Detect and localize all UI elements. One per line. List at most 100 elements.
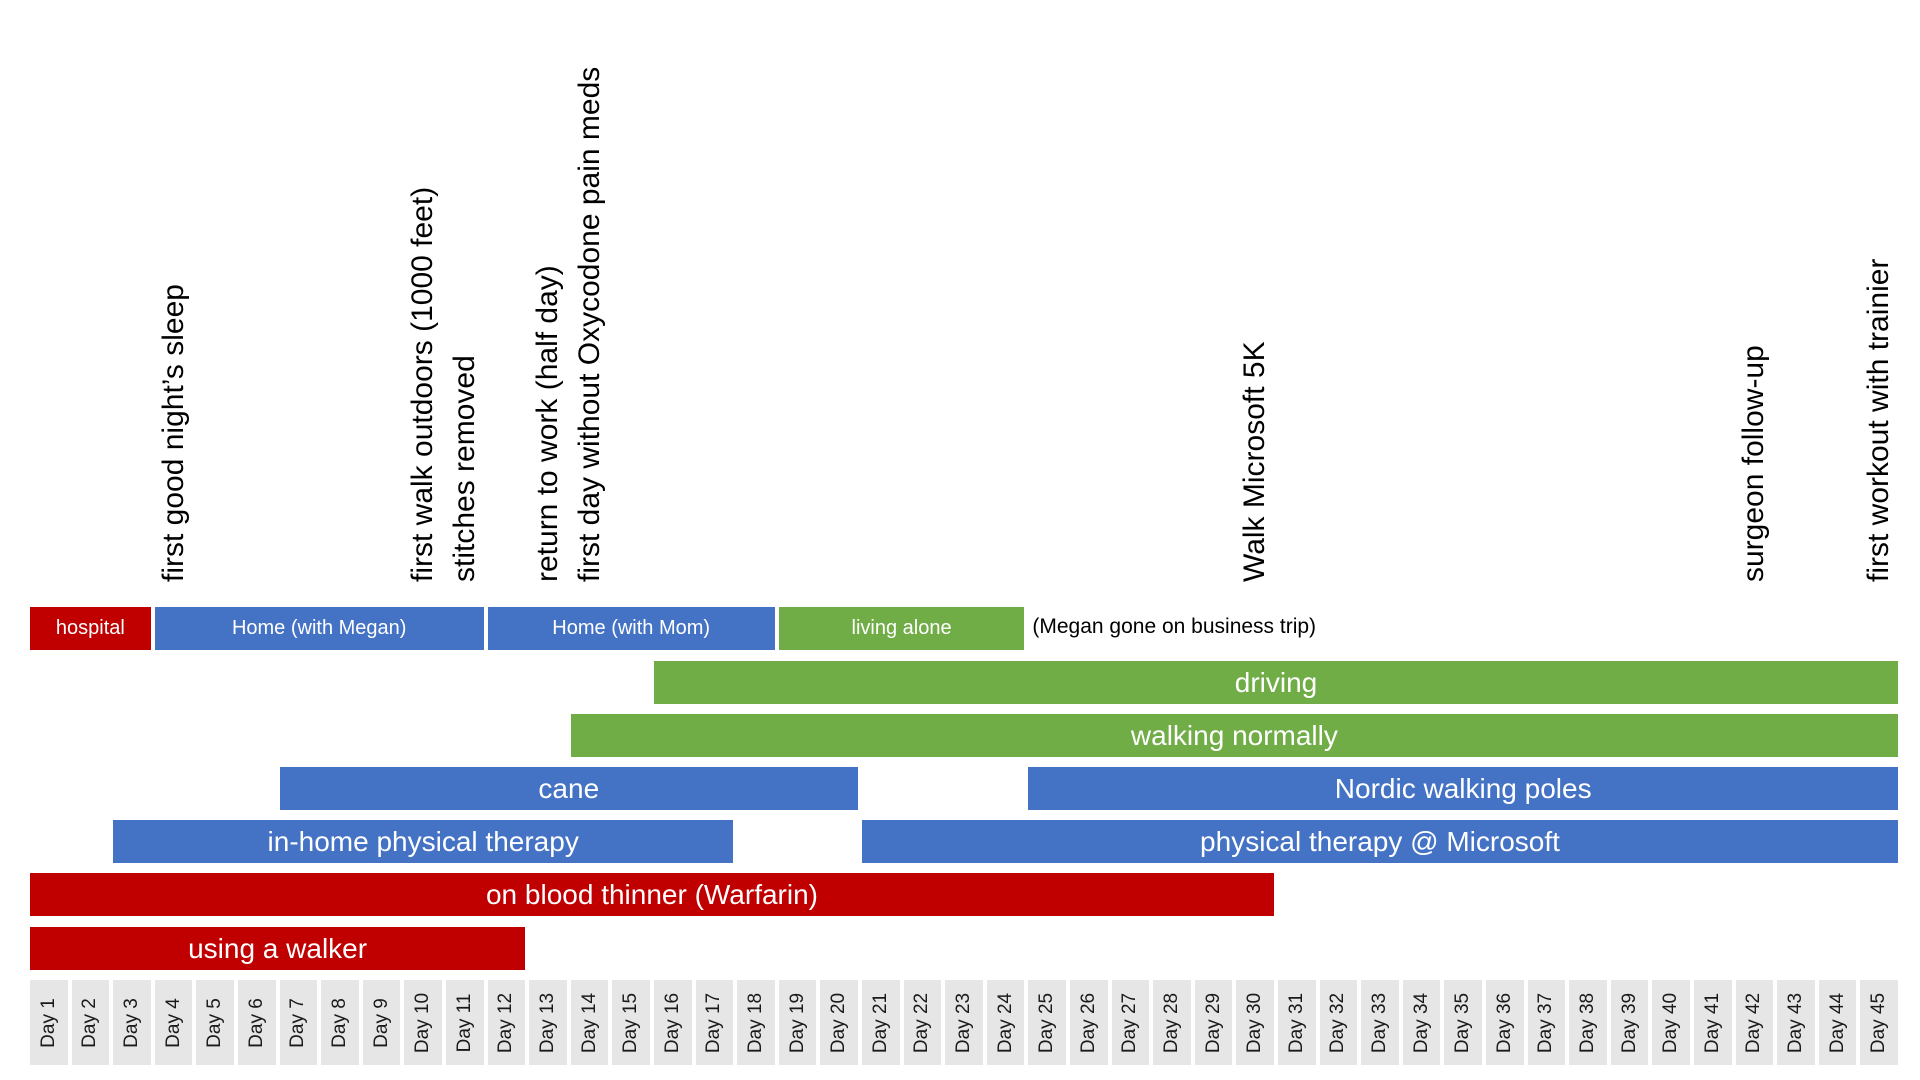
- in-home-physical-therapy-bar: in-home physical therapy: [113, 820, 734, 863]
- day-cell: Day 3: [113, 980, 151, 1065]
- day-cell: Day 22: [903, 980, 942, 1065]
- day-label: Day 35: [1452, 992, 1474, 1053]
- day-label: Day 43: [1784, 992, 1806, 1053]
- day-cell: Day 26: [1070, 980, 1108, 1065]
- day-cell: Day 27: [1111, 980, 1150, 1065]
- day-cell: Day 31: [1278, 980, 1316, 1065]
- day-label: Day 13: [536, 992, 558, 1053]
- day-label: Day 15: [620, 992, 642, 1053]
- milestone-label: surgeon follow-up: [1737, 345, 1771, 582]
- day-cell: Day 43: [1777, 980, 1815, 1065]
- cane-bar: cane: [279, 767, 858, 810]
- day-cell: Day 38: [1569, 980, 1607, 1065]
- day-label: Day 17: [703, 992, 725, 1053]
- milestone-label: first workout with trainier: [1862, 258, 1896, 582]
- day-label: Day 28: [1160, 992, 1182, 1053]
- day-label: Day 34: [1410, 992, 1432, 1053]
- day-cell: Day 32: [1319, 980, 1358, 1065]
- using-a-walker-bar: using a walker: [30, 927, 526, 970]
- day-cell: Day 35: [1444, 980, 1482, 1065]
- day-cell: Day 28: [1153, 980, 1191, 1065]
- day-label: Day 18: [744, 992, 766, 1053]
- day-cell: Day 40: [1652, 980, 1690, 1065]
- day-cell: Day 11: [446, 980, 484, 1065]
- home-with-mom-bar: Home (with Mom): [487, 607, 775, 650]
- day-cell: Day 12: [487, 980, 526, 1065]
- day-label: Day 5: [204, 997, 226, 1048]
- day-label: Day 8: [328, 997, 350, 1048]
- day-cell: Day 15: [612, 980, 650, 1065]
- day-cell: Day 33: [1361, 980, 1399, 1065]
- day-label: Day 22: [911, 992, 933, 1053]
- day-label: Day 40: [1660, 992, 1682, 1053]
- day-cell: Day 16: [654, 980, 692, 1065]
- day-cell: Day 14: [570, 980, 609, 1065]
- day-cell: Day 6: [238, 980, 276, 1065]
- day-label: Day 12: [495, 992, 517, 1053]
- day-cell: Day 9: [362, 980, 401, 1065]
- day-cell: Day 13: [529, 980, 567, 1065]
- day-label: Day 11: [453, 993, 475, 1052]
- day-cell: Day 36: [1486, 980, 1524, 1065]
- day-cell: Day 19: [778, 980, 817, 1065]
- day-label: Day 20: [828, 992, 850, 1053]
- day-cell: Day 24: [986, 980, 1025, 1065]
- day-label: Day 21: [869, 992, 891, 1053]
- day-label: Day 23: [952, 992, 974, 1053]
- living-note: (Megan gone on business trip): [1032, 615, 1317, 638]
- day-cell: Day 39: [1610, 980, 1649, 1065]
- day-label: Day 16: [661, 992, 683, 1053]
- day-label: Day 42: [1743, 992, 1765, 1053]
- day-label: Day 27: [1119, 992, 1141, 1053]
- day-cell: Day 2: [71, 980, 110, 1065]
- day-cell: Day 10: [404, 980, 442, 1065]
- nordic-walking-poles-bar: Nordic walking poles: [1028, 767, 1898, 810]
- day-cell: Day 25: [1028, 980, 1066, 1065]
- milestone-label: stitches removed: [447, 355, 481, 582]
- day-cell: Day 20: [820, 980, 858, 1065]
- day-label: Day 19: [786, 992, 808, 1053]
- milestone-label: first walk outdoors (1000 feet): [406, 186, 440, 582]
- day-label: Day 31: [1285, 992, 1307, 1053]
- milestone-label: first day without Oxycodone pain meds: [572, 66, 606, 582]
- day-label: Day 10: [412, 992, 434, 1053]
- day-cell: Day 29: [1194, 980, 1233, 1065]
- day-label: Day 38: [1576, 992, 1598, 1053]
- living-alone-bar: living alone: [778, 607, 1025, 650]
- day-label: Day 44: [1826, 992, 1848, 1053]
- day-cell: Day 1: [30, 980, 68, 1065]
- day-cell: Day 41: [1694, 980, 1732, 1065]
- day-label: Day 45: [1868, 992, 1890, 1053]
- day-cell: Day 21: [862, 980, 900, 1065]
- day-cell: Day 17: [695, 980, 734, 1065]
- day-label: Day 6: [245, 997, 267, 1048]
- day-cell: Day 34: [1402, 980, 1441, 1065]
- day-label: Day 39: [1618, 992, 1640, 1053]
- day-label: Day 32: [1327, 992, 1349, 1053]
- day-label: Day 24: [994, 992, 1016, 1053]
- day-cell: Day 37: [1527, 980, 1566, 1065]
- day-label: Day 36: [1493, 992, 1515, 1053]
- day-label: Day 41: [1701, 992, 1723, 1053]
- day-label: Day 30: [1244, 992, 1266, 1053]
- day-cell: Day 5: [196, 980, 234, 1065]
- day-label: Day 29: [1202, 992, 1224, 1053]
- day-cell: Day 4: [154, 980, 193, 1065]
- day-label: Day 3: [120, 997, 142, 1048]
- day-cell: Day 7: [279, 980, 318, 1065]
- walking-normally-bar: walking normally: [570, 714, 1898, 757]
- day-label: Day 9: [370, 997, 392, 1048]
- day-cell: Day 45: [1860, 980, 1898, 1065]
- on-blood-thinner-warfarin-bar: on blood thinner (Warfarin): [30, 873, 1274, 916]
- milestone-label: first good night’s sleep: [156, 284, 190, 582]
- day-label: Day 7: [287, 997, 309, 1048]
- day-cell: Day 23: [945, 980, 983, 1065]
- day-label: Day 25: [1036, 992, 1058, 1053]
- day-cell: Day 8: [321, 980, 359, 1065]
- day-label: Day 4: [162, 997, 184, 1048]
- day-cell: Day 42: [1735, 980, 1774, 1065]
- driving-bar: driving: [654, 661, 1898, 704]
- milestone-label: Walk Microsoft 5K: [1238, 341, 1272, 582]
- day-cell: Day 30: [1236, 980, 1274, 1065]
